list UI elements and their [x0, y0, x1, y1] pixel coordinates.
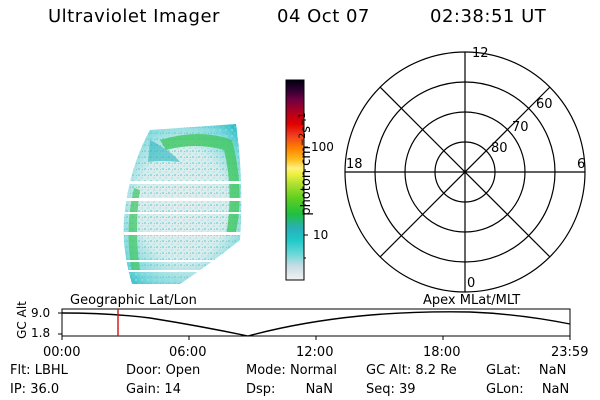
altitude-curve [61, 311, 571, 337]
xtick-label: 00:00 [43, 345, 81, 360]
lat-label-80: 80 [491, 141, 508, 156]
aurora-image [123, 124, 242, 284]
status-glat: GLat: NaN [486, 363, 567, 378]
time-label: 02:38:51 UT [430, 6, 547, 27]
lat-label-60: 60 [536, 97, 553, 112]
xtick-label: 12:00 [296, 345, 334, 360]
date-label: 04 Oct 07 [277, 6, 370, 27]
colorbar [285, 79, 305, 281]
status-dsp: Dsp: NaN [246, 382, 333, 397]
colorbar-unit-label: photon cm−2s−1 [297, 112, 315, 216]
orbit-plot [58, 308, 571, 340]
gc-alt-axis-label: GC Alt [15, 301, 29, 339]
status-mode: Mode: Normal [246, 363, 337, 378]
xtick-label: 23:59 [551, 345, 589, 360]
status-gain: Gain: 14 [126, 382, 181, 397]
status-door: Door: Open [126, 363, 201, 378]
status-gc-alt: GC Alt: 8.2 Re [366, 363, 457, 378]
xtick-label: 06:00 [169, 345, 207, 360]
apex-label: Apex MLat/MLT [423, 293, 521, 308]
mlt-label-6: 6 [577, 157, 586, 172]
status-ip: IP: 36.0 [10, 382, 60, 397]
xtick-label: 18:00 [423, 345, 461, 360]
status-flt: Flt: LBHL [10, 363, 68, 378]
geographic-label: Geographic Lat/Lon [70, 293, 197, 308]
status-seq: Seq: 39 [366, 382, 416, 397]
status-glon: GLon: NaN [486, 382, 570, 397]
mlt-label-18: 18 [346, 157, 363, 172]
colorbar-tick-label: 10 [313, 228, 329, 242]
ytick-label: 9.0 [31, 306, 51, 320]
ytick-label: 1.8 [31, 326, 51, 340]
lat-label-70: 70 [512, 120, 529, 135]
mlt-label-12: 12 [472, 46, 489, 61]
instrument-title: Ultraviolet Imager [48, 6, 220, 27]
colorbar-tick-label: 100 [311, 140, 334, 154]
polar-plot [344, 51, 586, 293]
mlt-label-0: 0 [467, 276, 476, 291]
